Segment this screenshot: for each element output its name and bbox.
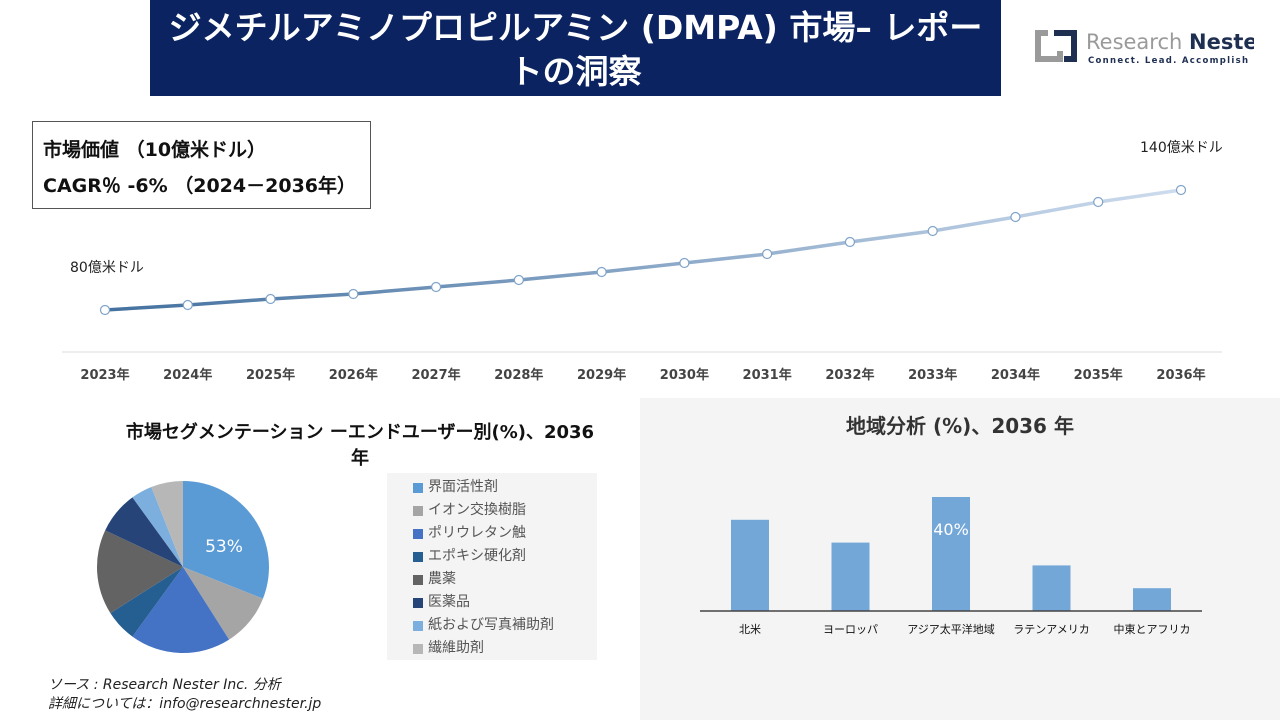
series-line [104,188,1182,312]
end-annotation: 140億米ドル [1140,140,1223,156]
legend-swatch [413,643,423,654]
data-point [99,304,111,316]
pie-slice [132,487,183,567]
data-point [1010,211,1021,223]
data-point [762,248,773,260]
bar-category-label: アジア太平洋地域 [907,622,995,636]
x-tick-label: 2032年 [825,367,874,383]
legend-swatch [413,551,423,562]
source-note: ソース : Research Nester Inc. 分析 詳細については：in… [48,676,321,714]
legend-item: イオン交換樹脂 [413,499,597,522]
legend-label: イオン交換樹脂 [428,502,526,518]
pie-slice [132,567,230,653]
data-point [513,274,524,286]
pie-slice [151,481,183,567]
bar-data-label: 40% [933,520,969,539]
source-line: ソース : Research Nester Inc. 分析 [48,677,281,693]
data-point [844,236,856,248]
data-point [430,281,442,293]
legend-swatch [413,505,423,516]
pie-slice [110,567,183,637]
x-tick-label: 2026年 [329,367,378,383]
pie-legend: 界面活性剤イオン交換樹脂 ポリウレタン触 エポキシ硬化剤 農薬医薬品紙および写真補助剤… [387,473,597,660]
legend-item: 紙および写真補助剤 [413,614,597,637]
page-title: ジメチルアミノプロピルアミン (DMPA) 市場– レポートの洞察 [150,0,1001,96]
pie-slice [105,497,183,567]
pie-chart: 53% [97,481,269,653]
pie-slice [183,481,269,599]
cagr-label: CAGR％ -6% （2024－2036年） [43,175,357,197]
x-tick-label: 2025年 [246,367,295,383]
x-tick-label: 2029年 [577,367,626,383]
bar-category-label: ラテンアメリカ [1013,623,1089,636]
market-value-label: 市場価値 （10億米ドル） [43,139,267,161]
legend-item: 界面活性剤 [413,476,597,499]
x-tick-label: 2035年 [1074,367,1123,383]
svg-text:Connect. Lead. Accomplish: Connect. Lead. Accomplish [1088,56,1249,66]
data-point [182,299,193,311]
bar-title: 地域分析 (%)、2036 年 [846,414,1074,438]
data-point [348,288,359,300]
bar [731,519,769,611]
legend-item: エポキシ硬化剤 [413,545,597,568]
legend-label: 界面活性剤 [428,479,498,495]
bar-category-label: 北米 [739,623,761,636]
x-tick-label: 2024年 [163,367,212,383]
start-annotation: 80億米ドル [70,260,144,276]
legend-item: ポリウレタン触 [413,522,597,545]
pie-title: 市場セグメンテーション ーエンドユーザー別(%)、2036年 [125,422,595,469]
legend-swatch [413,574,423,585]
legend-item: 医薬品 [413,591,597,614]
pie-data-label: 53% [205,537,243,557]
legend-swatch [413,620,423,631]
bar-category-label: ヨーロッパ [823,623,878,636]
legend-swatch [413,528,423,539]
legend-item: 繊維助剤 [413,637,597,660]
market-info-box: 市場価値 （10億米ドル） CAGR％ -6% （2024－2036年） [32,121,371,209]
x-tick-label: 2033年 [908,367,957,383]
legend-swatch [413,597,423,608]
legend-label: 医薬品 [428,594,470,610]
data-point [1093,196,1104,208]
logo-icon: Research Nester Connect. Lead. Accomplis… [1035,30,1269,66]
bar-category-label: 中東とアフリカ [1114,623,1191,636]
legend-label: 農薬 [428,571,456,587]
data-point [679,257,690,269]
logo: Research Nester Connect. Lead. Accomplis… [1034,27,1269,67]
contact-line: 詳細については：info@researchnester.jp [48,696,322,712]
x-tick-label: 2030年 [660,367,709,383]
bar [831,542,870,611]
x-tick-label: 2023年 [80,367,129,383]
data-point [1175,184,1187,196]
legend-label: エポキシ硬化剤 [428,548,526,564]
x-tick-label: 2027年 [411,367,460,383]
data-point [927,225,938,237]
bar [1032,565,1071,611]
x-tick-label: 2028年 [494,367,543,383]
pie-slice [97,530,183,614]
legend-swatch [413,482,423,493]
pie-slice [183,567,263,640]
bar [1133,588,1171,611]
data-point [596,266,607,278]
legend-label: ポリウレタン触 [428,525,526,541]
svg-text:Research Nester: Research Nester [1086,30,1254,54]
data-point [265,293,276,305]
bar-chart: 北米 ヨーロッパ アジア太平洋地域 40% ラテンアメリカ 中東とアフリカ [700,497,1202,636]
line-chart: 80億米ドル 140億米ドル 2023年 2024年 2025年 2026年 2027年… [62,140,1223,383]
x-tick-label: 2034年 [991,367,1040,383]
legend-label: 繊維助剤 [428,640,484,656]
legend-label: 紙および写真補助剤 [428,617,554,633]
bar [932,497,970,611]
x-tick-label: 2036年 [1156,367,1205,383]
x-tick-label: 2031年 [743,367,792,383]
legend-item: 農薬 [413,568,597,591]
